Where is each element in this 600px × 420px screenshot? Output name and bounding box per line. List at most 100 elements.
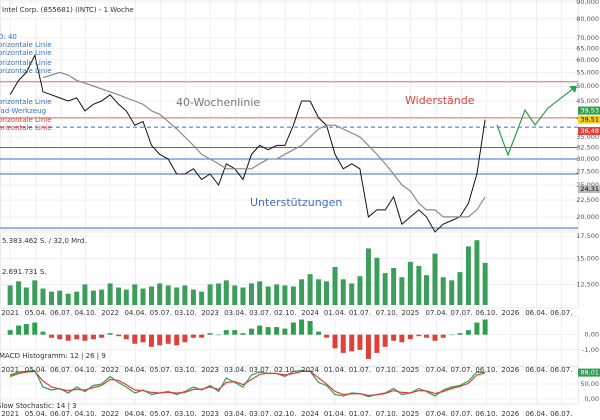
x-tick-label: 06.07.: [50, 366, 72, 374]
bar: [232, 285, 238, 305]
bar: [57, 334, 63, 340]
x-tick-label: 07.10.: [376, 410, 398, 418]
bar: [74, 291, 80, 305]
bar: [123, 334, 129, 340]
x-tick-label: 06.10.: [475, 410, 497, 418]
series-line: [42, 71, 486, 218]
bar: [299, 279, 305, 305]
panel-title: MACD Histogramm: 12 | 26 | 9: [0, 352, 106, 360]
price-label: 36,48: [580, 127, 599, 135]
x-tick-label: 2025: [401, 410, 419, 418]
x-tick-label: 05.04.: [25, 366, 47, 374]
bar: [357, 276, 363, 305]
price-label-box: [578, 185, 600, 194]
bar: [465, 246, 471, 305]
bar: [123, 289, 129, 305]
bar: [232, 330, 238, 335]
bar: [82, 284, 88, 305]
x-tick-label: 01.04.: [324, 366, 346, 374]
bar: [282, 285, 288, 305]
bar: [174, 334, 180, 346]
y-tick-label: 90,000: [576, 0, 599, 6]
y-tick-label: 32,500: [576, 144, 599, 152]
x-tick-label: 04.04.: [124, 366, 146, 374]
bar: [357, 334, 363, 350]
x-tick-label: 2022: [101, 366, 119, 374]
bar: [474, 240, 480, 305]
bar: [240, 287, 246, 305]
y-tick-label: 0,00: [585, 331, 599, 339]
x-tick-label: 01.07.: [349, 410, 371, 418]
x-tick-label: 2021: [1, 309, 19, 317]
bar: [157, 334, 163, 346]
bar: [391, 334, 397, 341]
bar: [432, 334, 438, 341]
bar: [223, 330, 229, 335]
bar: [23, 324, 29, 335]
x-tick-label: 03.07.: [249, 410, 271, 418]
bar: [374, 334, 380, 353]
bar: [307, 274, 313, 305]
y-tick-label: 45,000: [576, 97, 599, 105]
x-tick-label: 06.07.: [50, 410, 72, 418]
bar: [82, 334, 88, 341]
x-tick-label: 04.10.: [75, 410, 97, 418]
bar: [457, 272, 463, 305]
bar: [349, 283, 355, 305]
chart-title: Intel Corp. (855681) (INTC) - 1 Woche: [2, 6, 134, 14]
bar: [165, 285, 171, 305]
y-tick-label: 35,000: [576, 133, 599, 141]
bar: [16, 281, 22, 305]
bar: [282, 328, 288, 335]
x-tick-label: 07.07.: [450, 366, 472, 374]
panel-title: Slow Stochastic: 14 | 3: [0, 402, 77, 410]
last-value-box: [578, 368, 600, 377]
bar: [99, 289, 105, 305]
bar: [307, 321, 313, 335]
left-label: D: 40: [0, 33, 17, 41]
left-label: orizontale Linie: [0, 49, 52, 57]
bar: [7, 285, 13, 305]
bar: [190, 334, 196, 338]
y-tick-label: 0,00: [585, 395, 599, 403]
x-tick-label: 01.04.: [324, 410, 346, 418]
x-tick-label: 03.04.: [224, 309, 246, 317]
bar: [440, 277, 446, 305]
x-tick-label: 2021: [1, 410, 19, 418]
panel-frame: [0, 231, 579, 309]
x-tick-label: 06.04.: [525, 410, 547, 418]
bar: [416, 265, 422, 305]
price-label-box: [578, 106, 600, 115]
bar: [465, 330, 471, 335]
bar: [40, 288, 46, 305]
bar: [157, 283, 163, 305]
x-tick-label: 03.10.: [174, 309, 196, 317]
x-tick-label: 07.07.: [450, 309, 472, 317]
x-tick-label: 2026: [501, 410, 519, 418]
y-tick-label: 27,500: [576, 167, 599, 175]
left-label: orizontale Linie: [0, 124, 52, 132]
bar: [207, 284, 213, 305]
bar: [432, 253, 438, 305]
bar: [207, 333, 213, 335]
bar: [324, 334, 330, 338]
panel-frame: [0, 315, 579, 367]
y-tick-label: 12,500: [576, 280, 599, 288]
y-tick-label: 50,00: [580, 380, 599, 388]
bar: [474, 322, 480, 335]
x-tick-label: 01.07.: [349, 309, 371, 317]
x-tick-label: 02.10.: [274, 309, 296, 317]
bar: [399, 277, 405, 305]
bar: [382, 273, 388, 305]
y-tick-label: 15,000: [576, 255, 599, 263]
x-tick-label: 2024: [301, 410, 319, 418]
bar: [132, 334, 138, 344]
panel-frame: [0, 366, 579, 405]
bar: [340, 279, 346, 305]
bar: [274, 284, 280, 305]
x-tick-label: 2026: [501, 309, 519, 317]
bar: [140, 288, 146, 305]
bar: [40, 331, 46, 335]
x-tick-label: 03.07.: [249, 366, 271, 374]
bar: [391, 267, 397, 305]
